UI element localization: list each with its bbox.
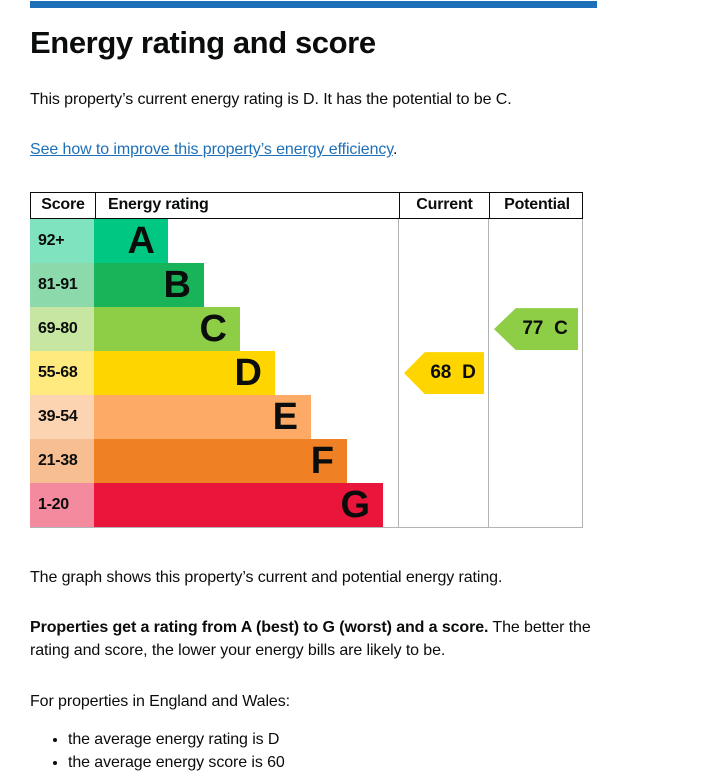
header-energy-rating: Energy rating (95, 193, 399, 219)
epc-band-row-g: 1-20 G (30, 483, 583, 528)
average-stats-list: the average energy rating is D the avera… (30, 728, 688, 774)
epc-band-bar: E (94, 395, 311, 440)
epc-band-score: 55-68 (30, 351, 94, 396)
epc-band-row-c: 69-80 C (30, 307, 583, 352)
epc-band-row-d: 55-68 D (30, 351, 583, 396)
epc-band-bar: G (94, 483, 383, 528)
intro-text: This property’s current energy rating is… (30, 91, 512, 109)
improve-efficiency-link[interactable]: See how to improve this property’s energ… (30, 141, 393, 159)
epc-band-score: 81-91 (30, 263, 94, 308)
chart-body: 92+ A 81-91 B 69-80 C 55-68 D 39-54 E 21… (30, 219, 583, 529)
epc-band-row-f: 21-38 F (30, 439, 583, 484)
epc-band-score: 69-80 (30, 307, 94, 352)
epc-band-row-b: 81-91 B (30, 263, 583, 308)
energy-rating-chart: Score Energy rating Current Potential 92… (30, 192, 585, 529)
improve-link-line: See how to improve this property’s energ… (30, 141, 688, 159)
list-item: the average energy score is 60 (68, 751, 688, 774)
page-title: Energy rating and score (30, 25, 376, 60)
link-suffix: . (393, 141, 398, 159)
column-divider (398, 219, 399, 528)
epc-band-row-e: 39-54 E (30, 395, 583, 440)
rating-note: Properties get a rating from A (best) to… (30, 616, 608, 662)
current-rating-arrow: 68 D (404, 352, 484, 395)
regions-intro: For properties in England and Wales: (30, 693, 290, 711)
list-item: the average energy rating is D (68, 728, 688, 751)
epc-band-bar: A (94, 219, 168, 264)
epc-band-score: 92+ (30, 219, 94, 264)
graph-caption: The graph shows this property’s current … (30, 569, 503, 587)
epc-band-row-a: 92+ A (30, 219, 583, 264)
epc-band-score: 21-38 (30, 439, 94, 484)
column-divider (488, 219, 489, 528)
epc-band-score: 39-54 (30, 395, 94, 440)
column-divider (582, 219, 583, 528)
epc-band-bar: B (94, 263, 204, 308)
epc-band-bar: D (94, 351, 275, 396)
section-divider (30, 1, 597, 8)
header-potential: Potential (489, 193, 584, 219)
rating-note-rest: The better the rating and score, the low… (30, 619, 591, 660)
epc-band-score: 1-20 (30, 483, 94, 528)
epc-band-bar: C (94, 307, 240, 352)
header-score: Score (41, 196, 85, 214)
epc-band-bar: F (94, 439, 347, 484)
rating-note-bold: Properties get a rating from A (best) to… (30, 619, 489, 637)
header-current: Current (399, 193, 489, 219)
chart-header-row: Score Energy rating Current Potential (30, 192, 584, 220)
